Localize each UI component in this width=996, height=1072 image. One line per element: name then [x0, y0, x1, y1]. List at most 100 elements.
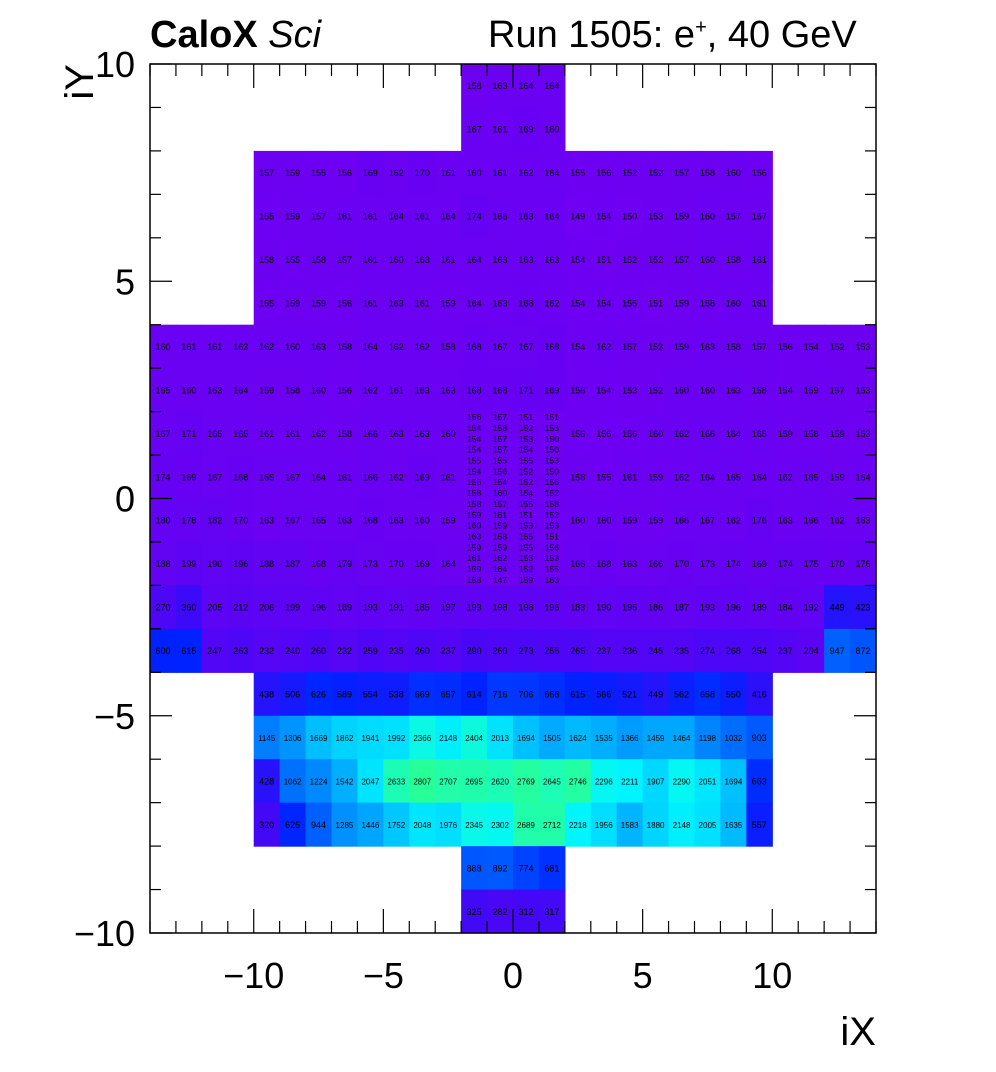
heatmap-cell — [824, 541, 851, 586]
cell-value-label: 521 — [622, 690, 637, 700]
cell-value-label: 157 — [752, 212, 767, 222]
heatmap-cell — [305, 194, 333, 239]
cell-value-label: 167 — [467, 125, 482, 135]
cell-value-label: 2148 — [673, 821, 691, 830]
cell-value-label: 163 — [337, 516, 352, 526]
cell-value-label: 190 — [207, 559, 222, 569]
heatmap-cell — [694, 411, 722, 456]
heatmap-cell — [487, 715, 514, 760]
cell-value-label: 169 — [181, 472, 196, 482]
heatmap-cell — [461, 455, 488, 467]
heatmap-cell — [538, 422, 566, 434]
heatmap-cell — [590, 628, 618, 673]
heatmap-cell — [253, 672, 281, 717]
cell-value-label: 150 — [545, 445, 559, 455]
cell-value-label: 206 — [259, 603, 274, 613]
heatmap-cell — [227, 455, 255, 500]
heatmap-cell — [201, 324, 229, 369]
cell-value-label: 159 — [259, 385, 274, 395]
heatmap-cell — [461, 281, 488, 326]
heatmap-cell — [513, 498, 540, 510]
cell-value-label: 204 — [804, 646, 819, 656]
cell-value-label: 2148 — [439, 734, 457, 743]
heatmap-cell — [746, 628, 773, 673]
heatmap-cell — [538, 150, 566, 195]
cell-value-label: 164 — [233, 385, 248, 395]
heatmap-cell — [538, 889, 566, 934]
heatmap-cell — [590, 368, 618, 413]
heatmap-cell — [746, 498, 773, 543]
cell-value-label: 153 — [519, 553, 533, 563]
heatmap-cell — [383, 628, 410, 673]
heatmap-cell — [642, 411, 670, 456]
cell-value-label: 1366 — [621, 734, 639, 743]
cell-value-label: 168 — [467, 385, 482, 395]
cell-value-label: 163 — [544, 255, 559, 265]
heatmap-cell — [279, 411, 307, 456]
heatmap-cell — [305, 628, 333, 673]
heatmap-cell — [253, 455, 281, 500]
cell-value-label: 152 — [545, 488, 559, 498]
cell-value-label: 162 — [778, 472, 793, 482]
cell-value-label: 189 — [337, 603, 352, 613]
cell-value-label: 449 — [648, 690, 663, 700]
heatmap-cell — [538, 715, 566, 760]
cell-value-label: 164 — [311, 472, 326, 482]
heatmap-cell — [435, 628, 462, 673]
heatmap-cell — [305, 715, 333, 760]
cell-value-label: 159 — [674, 342, 689, 352]
cell-value-label: 159 — [285, 298, 300, 308]
cell-value-label: 2290 — [673, 777, 691, 786]
heatmap-cell — [487, 150, 514, 195]
heatmap-cell — [331, 194, 359, 239]
heatmap-cell — [746, 368, 773, 413]
cell-value-label: 156 — [467, 412, 481, 422]
heatmap-cell — [357, 237, 384, 282]
cell-value-label: 155 — [570, 168, 585, 178]
heatmap-cell — [642, 672, 670, 717]
cell-value-label: 232 — [337, 646, 352, 656]
heatmap-cell — [435, 368, 462, 413]
heatmap-cell — [824, 411, 851, 456]
cell-value-label: 1505 — [543, 734, 561, 743]
cell-value-label: 235 — [389, 646, 404, 656]
cell-value-label: 157 — [674, 168, 689, 178]
cell-value-label: 152 — [648, 255, 663, 265]
cell-value-label: 161 — [441, 255, 456, 265]
cell-value-label: 161 — [363, 298, 378, 308]
heatmap-cell — [461, 433, 488, 445]
cell-value-label: 160 — [596, 516, 611, 526]
cell-value-label: 157 — [337, 255, 352, 265]
heatmap-cell — [357, 455, 384, 500]
heatmap-cell — [487, 628, 514, 673]
cell-value-label: 160 — [311, 385, 326, 395]
heatmap-cell — [409, 194, 436, 239]
cell-value-label: 158 — [259, 255, 274, 265]
heatmap-cell — [538, 802, 566, 847]
heatmap-cell — [201, 585, 229, 630]
heatmap-cell — [513, 107, 540, 152]
heatmap-cell — [642, 759, 670, 804]
cell-value-label: 155 — [493, 455, 507, 465]
cell-value-label: 160 — [389, 255, 404, 265]
heatmap-cell — [513, 574, 540, 586]
cell-value-label: 161 — [337, 212, 352, 222]
heatmap-cell — [513, 715, 540, 760]
heatmap-cell — [513, 759, 540, 804]
cell-value-label: 164 — [493, 564, 507, 574]
heatmap-cell — [461, 628, 488, 673]
heatmap-cell — [668, 541, 696, 586]
heatmap-cell — [720, 541, 747, 586]
heatmap-cell — [694, 455, 722, 500]
cell-value-label: 159 — [519, 575, 533, 585]
cell-value-label: 1669 — [310, 734, 328, 743]
cell-value-label: 159 — [441, 516, 456, 526]
cell-value-label: 159 — [467, 510, 481, 520]
heatmap-cell — [746, 281, 773, 326]
cell-value-label: 160 — [674, 385, 689, 395]
cell-value-label: 903 — [752, 733, 767, 743]
cell-value-label: 182 — [207, 516, 222, 526]
cell-value-label: 163 — [311, 342, 326, 352]
cell-value-label: 159 — [830, 472, 845, 482]
cell-value-label: 165 — [207, 429, 222, 439]
